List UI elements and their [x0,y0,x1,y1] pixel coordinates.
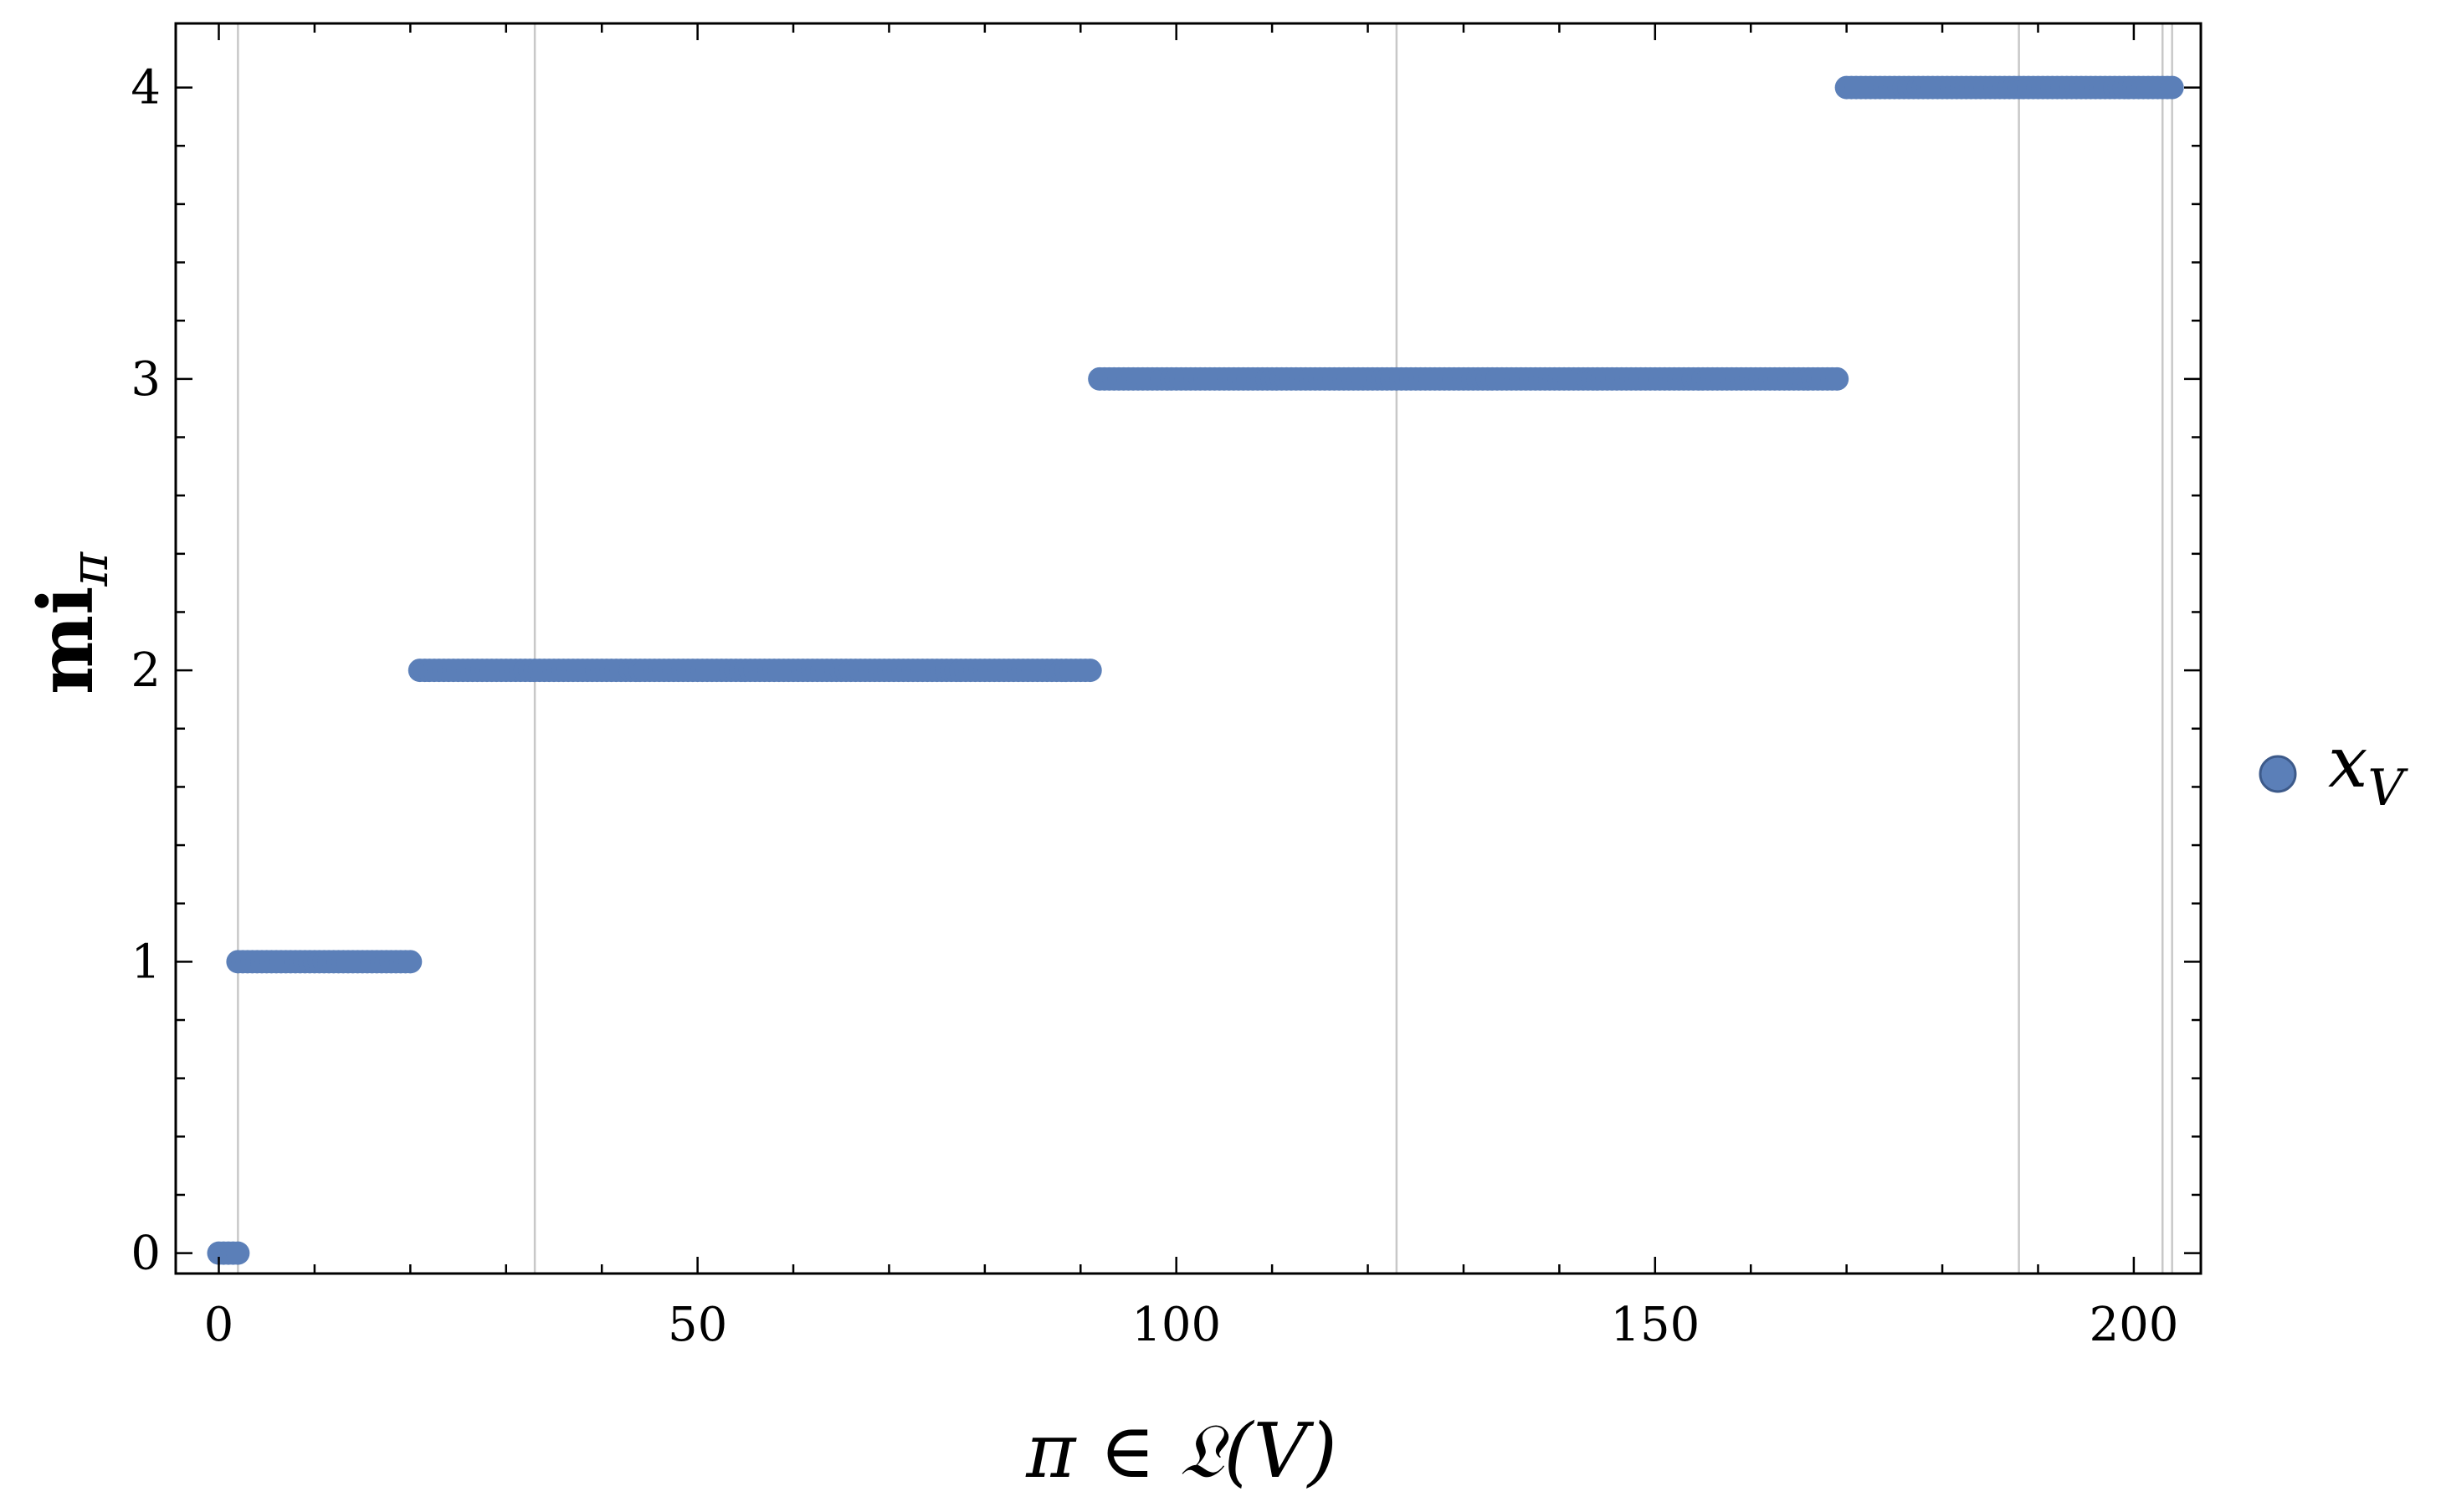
x-tick-labels: 0 50 100 150 200 [204,1298,2179,1352]
y-tick-label-3: 3 [131,352,161,407]
legend-marker [2259,755,2297,793]
y-tick-label-2: 2 [131,643,161,698]
data-points [207,75,2184,1265]
axis-ticks [176,23,2201,1274]
legend-label-sub: V [2367,759,2408,818]
x-axis-label: π ∈ 𝔏(V) [1025,1407,1337,1495]
data-point [398,950,423,974]
data-point [2160,75,2184,100]
x-tick-label-50: 50 [668,1298,727,1352]
grid-lines [237,23,2173,1274]
x-tick-label-0: 0 [204,1298,234,1352]
x-tick-label-200: 200 [2089,1298,2178,1352]
data-point [1078,659,1102,683]
y-axis-label-sub: π [59,551,120,587]
y-tick-label-4: 4 [131,61,161,115]
y-axis-label-main: mi [22,587,110,694]
legend-label-main: x [2328,721,2367,803]
x-tick-label-150: 150 [1610,1298,1700,1352]
data-point [226,1241,250,1265]
plot-frame [174,22,2203,1275]
y-tick-labels: 0 1 2 3 4 [131,61,161,1281]
y-tick-label-0: 0 [131,1227,161,1281]
y-axis-label: miπ [22,551,120,694]
x-tick-label-100: 100 [1131,1298,1221,1352]
legend-label: xV [2328,721,2408,818]
y-tick-label-1: 1 [131,935,161,989]
legend: xV [2259,721,2408,818]
data-point [1825,366,1849,391]
